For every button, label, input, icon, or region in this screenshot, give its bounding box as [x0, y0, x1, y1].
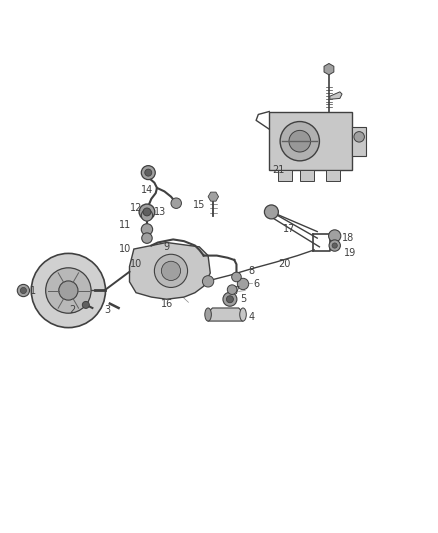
Text: 12: 12	[130, 203, 142, 213]
Text: 3: 3	[105, 305, 111, 315]
Circle shape	[232, 272, 241, 282]
Circle shape	[82, 302, 89, 309]
Circle shape	[141, 224, 152, 235]
Circle shape	[227, 285, 237, 294]
Text: 18: 18	[342, 233, 354, 243]
Text: 17: 17	[283, 224, 295, 235]
Bar	[326, 169, 340, 181]
Circle shape	[280, 122, 319, 161]
Bar	[352, 127, 366, 156]
Text: 20: 20	[278, 260, 291, 269]
Circle shape	[202, 276, 214, 287]
Ellipse shape	[240, 308, 246, 321]
Circle shape	[328, 230, 341, 242]
Circle shape	[154, 254, 187, 287]
Text: 16: 16	[160, 298, 173, 309]
Circle shape	[226, 296, 233, 303]
Circle shape	[223, 292, 237, 306]
Circle shape	[145, 169, 152, 176]
Polygon shape	[130, 243, 210, 299]
Circle shape	[31, 253, 106, 328]
Text: 5: 5	[240, 294, 246, 304]
FancyBboxPatch shape	[269, 111, 352, 171]
Text: 4: 4	[249, 312, 255, 322]
Circle shape	[142, 233, 152, 244]
Text: 14: 14	[141, 185, 153, 195]
Text: 9: 9	[163, 242, 170, 252]
Text: 6: 6	[253, 279, 259, 289]
Text: 2: 2	[70, 305, 76, 315]
Polygon shape	[208, 308, 243, 321]
Text: 15: 15	[193, 200, 205, 211]
Text: 13: 13	[154, 207, 166, 217]
Circle shape	[171, 198, 181, 208]
Ellipse shape	[205, 308, 212, 321]
Text: 8: 8	[249, 266, 255, 276]
Circle shape	[46, 268, 91, 313]
Circle shape	[354, 132, 364, 142]
Circle shape	[59, 281, 78, 300]
Circle shape	[143, 208, 151, 216]
Text: 11: 11	[119, 220, 131, 230]
Text: 10: 10	[119, 244, 131, 254]
Circle shape	[141, 210, 152, 221]
Circle shape	[289, 131, 311, 152]
Text: 10: 10	[130, 260, 142, 269]
Bar	[300, 169, 314, 181]
Circle shape	[161, 261, 180, 280]
Circle shape	[20, 287, 26, 294]
Circle shape	[141, 166, 155, 180]
Bar	[278, 169, 292, 181]
Circle shape	[17, 285, 29, 297]
Polygon shape	[330, 92, 342, 99]
Circle shape	[237, 278, 249, 289]
Text: 7: 7	[233, 286, 240, 295]
Text: 21: 21	[272, 165, 284, 175]
Text: 1: 1	[30, 286, 36, 295]
Circle shape	[139, 204, 155, 220]
Circle shape	[329, 240, 340, 251]
Circle shape	[332, 243, 337, 248]
Circle shape	[265, 205, 279, 219]
Text: 19: 19	[344, 248, 356, 259]
